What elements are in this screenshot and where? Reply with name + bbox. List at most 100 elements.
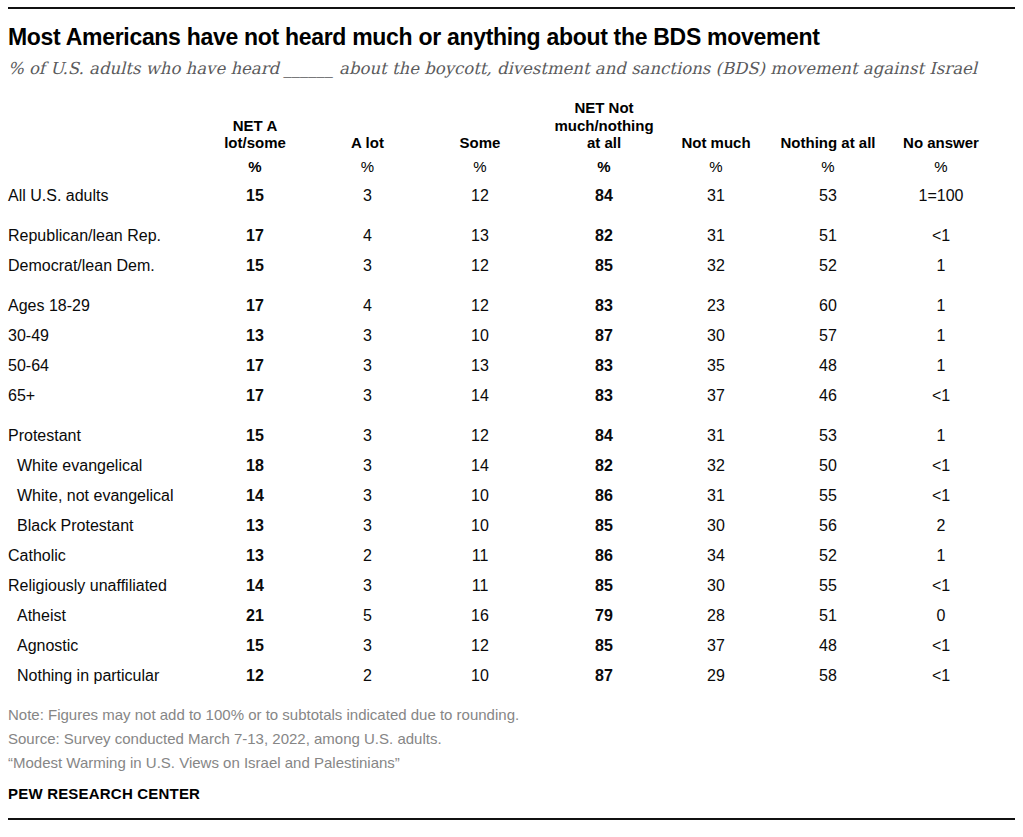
cell: 10 xyxy=(421,481,539,511)
cell: 53 xyxy=(763,181,893,211)
cell: 12 xyxy=(421,281,539,321)
cell: 1 xyxy=(893,281,989,321)
top-rule xyxy=(8,7,1015,9)
cell: 1 xyxy=(893,351,989,381)
cell: 12 xyxy=(196,661,314,691)
percent-row: % % % % % % % xyxy=(8,153,989,181)
cell: 2 xyxy=(314,541,421,571)
table-row: Republican/lean Rep.17413823151<1 xyxy=(8,211,989,251)
table-row: White, not evangelical14310863155<1 xyxy=(8,481,989,511)
cell: 12 xyxy=(421,251,539,281)
percent-sign: % xyxy=(893,153,989,181)
report-page: Most Americans have not heard much or an… xyxy=(0,7,1023,837)
cell: 0 xyxy=(893,601,989,631)
cell: 82 xyxy=(539,451,669,481)
table-row: Religiously unaffiliated14311853055<1 xyxy=(8,571,989,601)
cell: 85 xyxy=(539,571,669,601)
cell: 1 xyxy=(893,251,989,281)
cell: 48 xyxy=(763,351,893,381)
col-header-no-answer: No answer xyxy=(893,86,989,153)
row-label: Democrat/lean Dem. xyxy=(8,251,196,281)
cell: 37 xyxy=(669,381,763,411)
table-row: White evangelical18314823250<1 xyxy=(8,451,989,481)
table-row: Agnostic15312853748<1 xyxy=(8,631,989,661)
cell: 12 xyxy=(421,411,539,451)
cell: 1=100 xyxy=(893,181,989,211)
cell: 4 xyxy=(314,281,421,321)
table-row: All U.S. adults153128431531=100 xyxy=(8,181,989,211)
cell: 3 xyxy=(314,181,421,211)
percent-sign: % xyxy=(314,153,421,181)
cell: 85 xyxy=(539,511,669,541)
row-label: 65+ xyxy=(8,381,196,411)
cell: 53 xyxy=(763,411,893,451)
percent-sign: % xyxy=(669,153,763,181)
cell: <1 xyxy=(893,631,989,661)
cell: <1 xyxy=(893,211,989,251)
cell: 15 xyxy=(196,181,314,211)
cell: 30 xyxy=(669,511,763,541)
cell: 17 xyxy=(196,351,314,381)
cell: 3 xyxy=(314,411,421,451)
cell: 2 xyxy=(893,511,989,541)
cell: 83 xyxy=(539,281,669,321)
cell: 23 xyxy=(669,281,763,321)
cell: 31 xyxy=(669,481,763,511)
cell: 16 xyxy=(421,601,539,631)
cell: 83 xyxy=(539,381,669,411)
cell: 13 xyxy=(421,351,539,381)
cell: 86 xyxy=(539,481,669,511)
cell: 3 xyxy=(314,571,421,601)
cell: 48 xyxy=(763,631,893,661)
cell: 3 xyxy=(314,511,421,541)
table-row: Democrat/lean Dem.153128532521 xyxy=(8,251,989,281)
cell: 4 xyxy=(314,211,421,251)
cell: 10 xyxy=(421,661,539,691)
percent-sign: % xyxy=(421,153,539,181)
cell: 5 xyxy=(314,601,421,631)
percent-sign: % xyxy=(196,153,314,181)
citation-line: “Modest Warming in U.S. Views on Israel … xyxy=(8,751,1015,775)
row-label: Ages 18-29 xyxy=(8,281,196,321)
row-label: Republican/lean Rep. xyxy=(8,211,196,251)
col-header-a-lot: A lot xyxy=(314,86,421,153)
table-row: 30-49133108730571 xyxy=(8,321,989,351)
cell: 1 xyxy=(893,321,989,351)
row-label: 50-64 xyxy=(8,351,196,381)
source-line: Source: Survey conducted March 7-13, 202… xyxy=(8,727,1015,751)
cell: 32 xyxy=(669,451,763,481)
cell: 86 xyxy=(539,541,669,571)
brand-label: PEW RESEARCH CENTER xyxy=(8,785,1015,802)
cell: 12 xyxy=(421,181,539,211)
cell: 14 xyxy=(421,451,539,481)
cell: 60 xyxy=(763,281,893,321)
cell: 3 xyxy=(314,381,421,411)
table-row: Black Protestant133108530562 xyxy=(8,511,989,541)
cell: 10 xyxy=(421,321,539,351)
cell: 31 xyxy=(669,211,763,251)
col-header-some: Some xyxy=(421,86,539,153)
row-label: Protestant xyxy=(8,411,196,451)
cell: 51 xyxy=(763,601,893,631)
cell: 3 xyxy=(314,631,421,661)
table-row: Nothing in particular12210872958<1 xyxy=(8,661,989,691)
cell: 15 xyxy=(196,251,314,281)
cell: 79 xyxy=(539,601,669,631)
cell: 14 xyxy=(196,481,314,511)
cell: 32 xyxy=(669,251,763,281)
cell: 18 xyxy=(196,451,314,481)
col-header-not-much: Not much xyxy=(669,86,763,153)
table-row: Ages 18-29174128323601 xyxy=(8,281,989,321)
cell: <1 xyxy=(893,661,989,691)
row-label: Nothing in particular xyxy=(8,661,196,691)
cell: 83 xyxy=(539,351,669,381)
row-label: White, not evangelical xyxy=(8,481,196,511)
cell: <1 xyxy=(893,571,989,601)
cell: 11 xyxy=(421,571,539,601)
row-label: Black Protestant xyxy=(8,511,196,541)
page-title: Most Americans have not heard much or an… xyxy=(8,24,1015,50)
cell: 3 xyxy=(314,351,421,381)
footnotes: Note: Figures may not add to 100% or to … xyxy=(8,703,1015,775)
cell: 31 xyxy=(669,411,763,451)
cell: 15 xyxy=(196,411,314,451)
